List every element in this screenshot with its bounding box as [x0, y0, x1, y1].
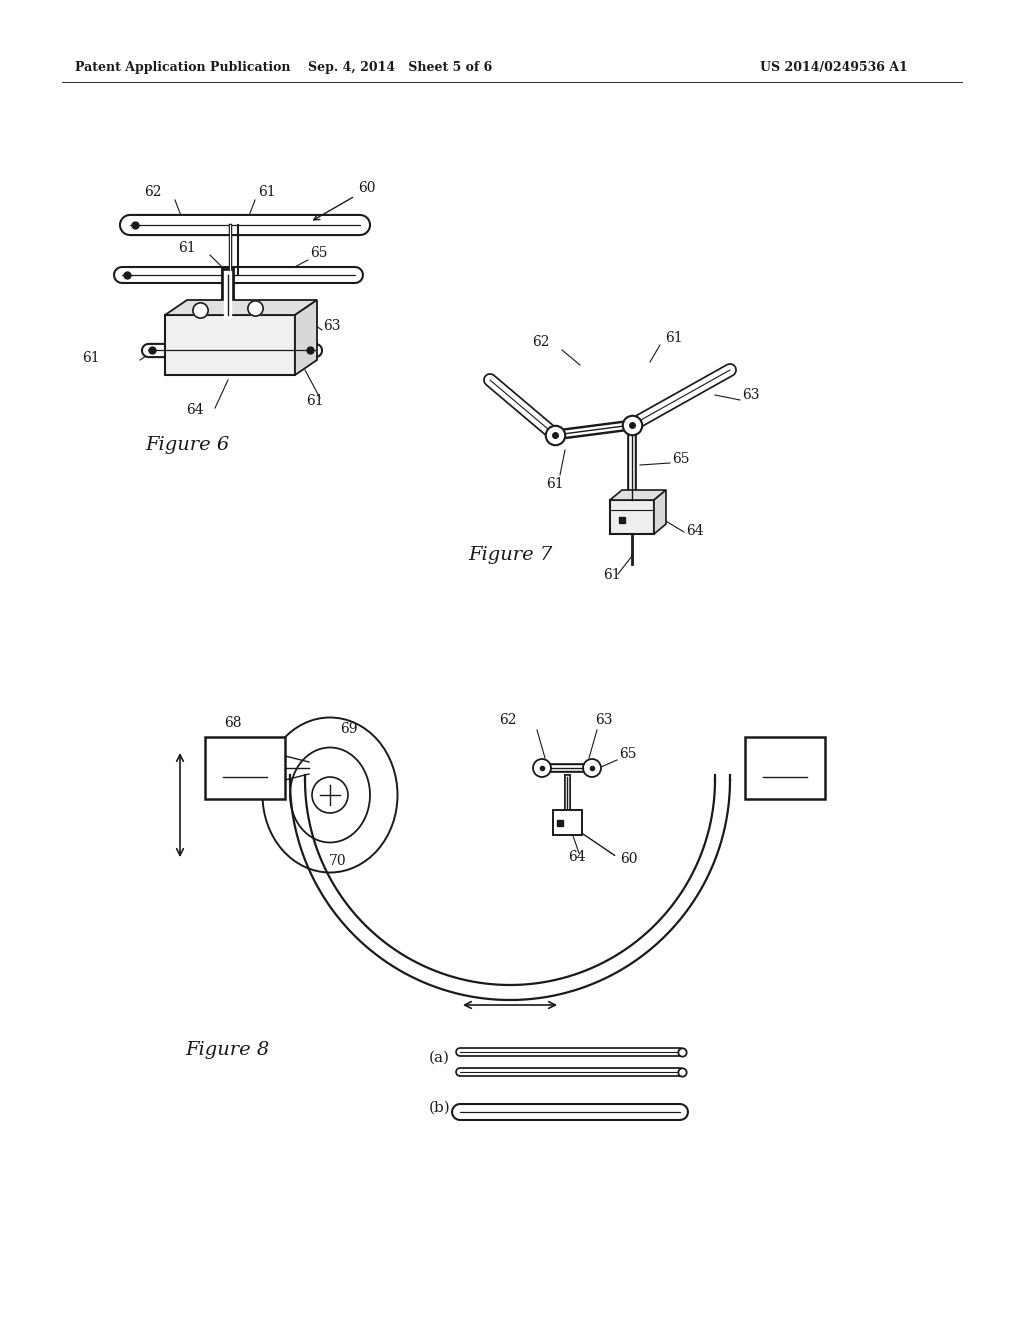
Text: Sep. 4, 2014   Sheet 5 of 6: Sep. 4, 2014 Sheet 5 of 6	[308, 62, 493, 74]
Circle shape	[534, 759, 551, 777]
Text: (b): (b)	[428, 1101, 450, 1115]
Polygon shape	[295, 300, 317, 375]
Text: 61: 61	[546, 477, 564, 491]
Bar	[610, 500, 654, 535]
Polygon shape	[165, 300, 317, 315]
Text: 65: 65	[310, 246, 328, 260]
Bar	[553, 810, 582, 836]
Text: 67: 67	[773, 759, 798, 777]
Text: 62: 62	[144, 185, 162, 199]
Text: 63: 63	[595, 713, 612, 727]
Text: 63: 63	[323, 319, 341, 333]
Text: (a): (a)	[429, 1051, 450, 1065]
Text: 64: 64	[686, 524, 703, 539]
Text: 64: 64	[568, 850, 586, 865]
Text: Figure 8: Figure 8	[185, 1041, 269, 1059]
Polygon shape	[610, 490, 666, 500]
Text: US 2014/0249536 A1: US 2014/0249536 A1	[760, 62, 907, 74]
Bar	[165, 315, 295, 375]
Bar	[205, 737, 285, 799]
Text: 60: 60	[358, 181, 376, 195]
Text: Patent Application Publication: Patent Application Publication	[75, 62, 291, 74]
Text: Figure 7: Figure 7	[468, 546, 552, 564]
Text: 64: 64	[186, 403, 204, 417]
Text: 62: 62	[532, 335, 550, 348]
Text: Figure 6: Figure 6	[145, 436, 229, 454]
Polygon shape	[654, 490, 666, 535]
Text: 70: 70	[329, 854, 347, 869]
Text: 69: 69	[340, 722, 357, 737]
Text: 65: 65	[618, 747, 637, 762]
Text: 61: 61	[178, 242, 196, 255]
Text: 60: 60	[620, 851, 638, 866]
Text: 65: 65	[672, 451, 689, 466]
Text: 61: 61	[665, 331, 683, 345]
Text: 61: 61	[306, 393, 324, 408]
Text: 61: 61	[258, 185, 275, 199]
Circle shape	[583, 759, 601, 777]
Text: 68: 68	[224, 715, 242, 730]
Text: 66: 66	[232, 759, 257, 777]
Text: 62: 62	[500, 713, 517, 727]
Bar	[745, 737, 825, 799]
Text: 61: 61	[603, 568, 621, 582]
Text: 63: 63	[742, 388, 760, 403]
Text: 61: 61	[82, 351, 100, 366]
